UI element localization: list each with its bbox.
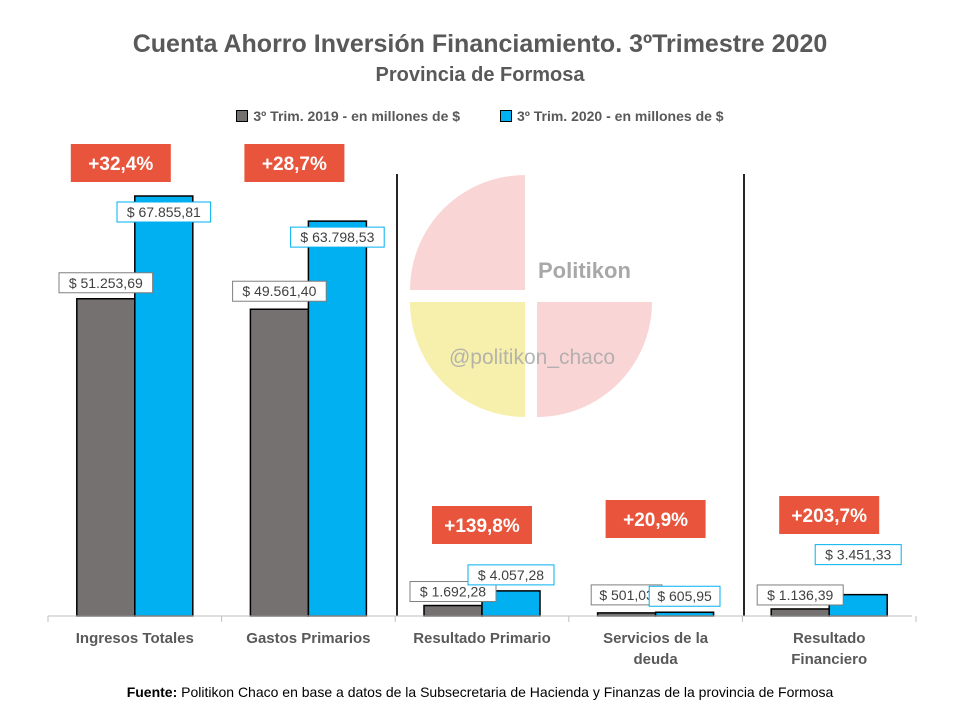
watermark-logo xyxy=(410,175,652,417)
change-badge-3: +20,9% xyxy=(605,500,706,538)
value-label-2020-2: $ 4.057,28 xyxy=(467,564,555,586)
bar-2020-0 xyxy=(134,195,194,617)
legend-item-2019: 3º Trim. 2019 - en millones de $ xyxy=(236,108,460,124)
bar-2020-3 xyxy=(654,611,715,617)
logo-quadrant-top-right xyxy=(537,175,652,290)
legend-swatch-2019 xyxy=(236,110,249,122)
value-label-text: $ 67.855,81 xyxy=(127,204,201,220)
category-label: Resultado Primario xyxy=(413,630,551,647)
source-text: Politikon Chaco en base a datos de la Su… xyxy=(177,684,834,700)
value-label-box xyxy=(116,201,212,223)
logo-quadrant-bottom-right xyxy=(537,302,652,417)
value-label-2020-4: $ 3.451,33 xyxy=(814,544,902,566)
change-badge-box xyxy=(432,506,532,544)
change-badge-text: +28,7% xyxy=(262,154,327,175)
category-label: Gastos Primarios xyxy=(246,630,370,647)
bar-chart: Politikon @politikon_chaco $ 51.253,69$ … xyxy=(47,144,917,668)
watermark-name: Politikon xyxy=(538,258,631,283)
bar-2019-1 xyxy=(249,308,310,617)
change-badge-box xyxy=(70,144,171,182)
bar-2019-2 xyxy=(423,604,483,617)
change-badge-2: +139,8% xyxy=(432,506,532,544)
change-badge-text: +139,8% xyxy=(444,516,520,537)
value-label-text: $ 501,03 xyxy=(599,587,654,603)
value-label-2019-0: $ 51.253,69 xyxy=(58,272,154,294)
bar-2019-0 xyxy=(76,298,136,617)
category-label: deuda xyxy=(634,651,679,668)
value-label-text: $ 63.798,53 xyxy=(300,229,374,245)
x-axis-labels: Ingresos Totales Gastos Primarios Resultad… xyxy=(76,630,867,668)
value-label-box xyxy=(756,584,844,606)
value-label-text: $ 51.253,69 xyxy=(69,275,143,291)
change-badge-box xyxy=(244,144,345,182)
change-badge-box xyxy=(605,500,706,538)
change-badge-1: +28,7% xyxy=(244,144,345,182)
value-label-box xyxy=(290,226,385,248)
value-label-2020-3: $ 605,95 xyxy=(648,585,721,607)
change-badge-4: +203,7% xyxy=(779,496,880,534)
value-label-2019-4: $ 1.136,39 xyxy=(756,584,844,606)
legend-swatch-2020 xyxy=(499,110,512,122)
value-label-text: $ 1.136,39 xyxy=(767,587,833,603)
value-label-box xyxy=(467,564,555,586)
category-label: Resultado xyxy=(793,630,866,647)
value-label-text: $ 4.057,28 xyxy=(478,567,544,583)
change-badge-text: +203,7% xyxy=(791,506,867,527)
logo-quadrant-top-left xyxy=(410,175,525,290)
bars-layer: $ 51.253,69 $ 67.855,81 +32,4% $ 49.561,40 $… xyxy=(58,144,902,617)
source-label: Fuente: xyxy=(126,684,178,700)
change-badge-box xyxy=(779,496,880,534)
chart-title: Cuenta Ahorro Inversión Financiamiento. … xyxy=(132,30,828,58)
change-badge-0: +32,4% xyxy=(70,144,171,182)
value-label-2020-1: $ 63.798,53 xyxy=(290,226,385,248)
value-label-box xyxy=(648,585,721,607)
value-label-text: $ 49.561,40 xyxy=(242,283,316,299)
value-label-text: $ 1.692,28 xyxy=(420,584,486,600)
legend-label-2020: 3º Trim. 2020 - en millones de $ xyxy=(516,108,724,124)
change-badge-text: +32,4% xyxy=(88,154,153,175)
value-label-2019-2: $ 1.692,28 xyxy=(409,581,497,603)
change-badge-text: +20,9% xyxy=(623,510,688,531)
x-axis-ticks xyxy=(47,616,917,622)
value-label-text: $ 605,95 xyxy=(657,588,712,604)
value-label-box xyxy=(814,544,902,566)
value-label-text: $ 3.451,33 xyxy=(825,547,891,563)
value-label-2019-3: $ 501,03 xyxy=(590,584,663,606)
value-label-box xyxy=(232,280,327,302)
bar-2020-1 xyxy=(307,220,368,617)
bar-2019-4 xyxy=(770,608,830,617)
logo-quadrant-bottom-left xyxy=(410,302,525,417)
category-label: Financiero xyxy=(791,651,867,668)
legend: 3º Trim. 2019 - en millones de $ 3º Trim… xyxy=(0,108,960,124)
legend-label-2019: 3º Trim. 2019 - en millones de $ xyxy=(253,108,461,124)
value-label-box xyxy=(58,272,154,294)
category-label: Servicios de la xyxy=(603,630,709,647)
legend-item-2020: 3º Trim. 2020 - en millones de $ xyxy=(499,108,724,124)
watermark-handle: @politikon_chaco xyxy=(449,346,615,369)
value-label-box xyxy=(409,581,497,603)
value-label-2020-0: $ 67.855,81 xyxy=(116,201,212,223)
chart-subtitle: Provincia de Formosa xyxy=(375,64,585,86)
category-label: Ingresos Totales xyxy=(76,630,194,647)
value-label-2019-1: $ 49.561,40 xyxy=(232,280,327,302)
source-note: Fuente: Politikon Chaco en base a datos … xyxy=(0,684,960,700)
